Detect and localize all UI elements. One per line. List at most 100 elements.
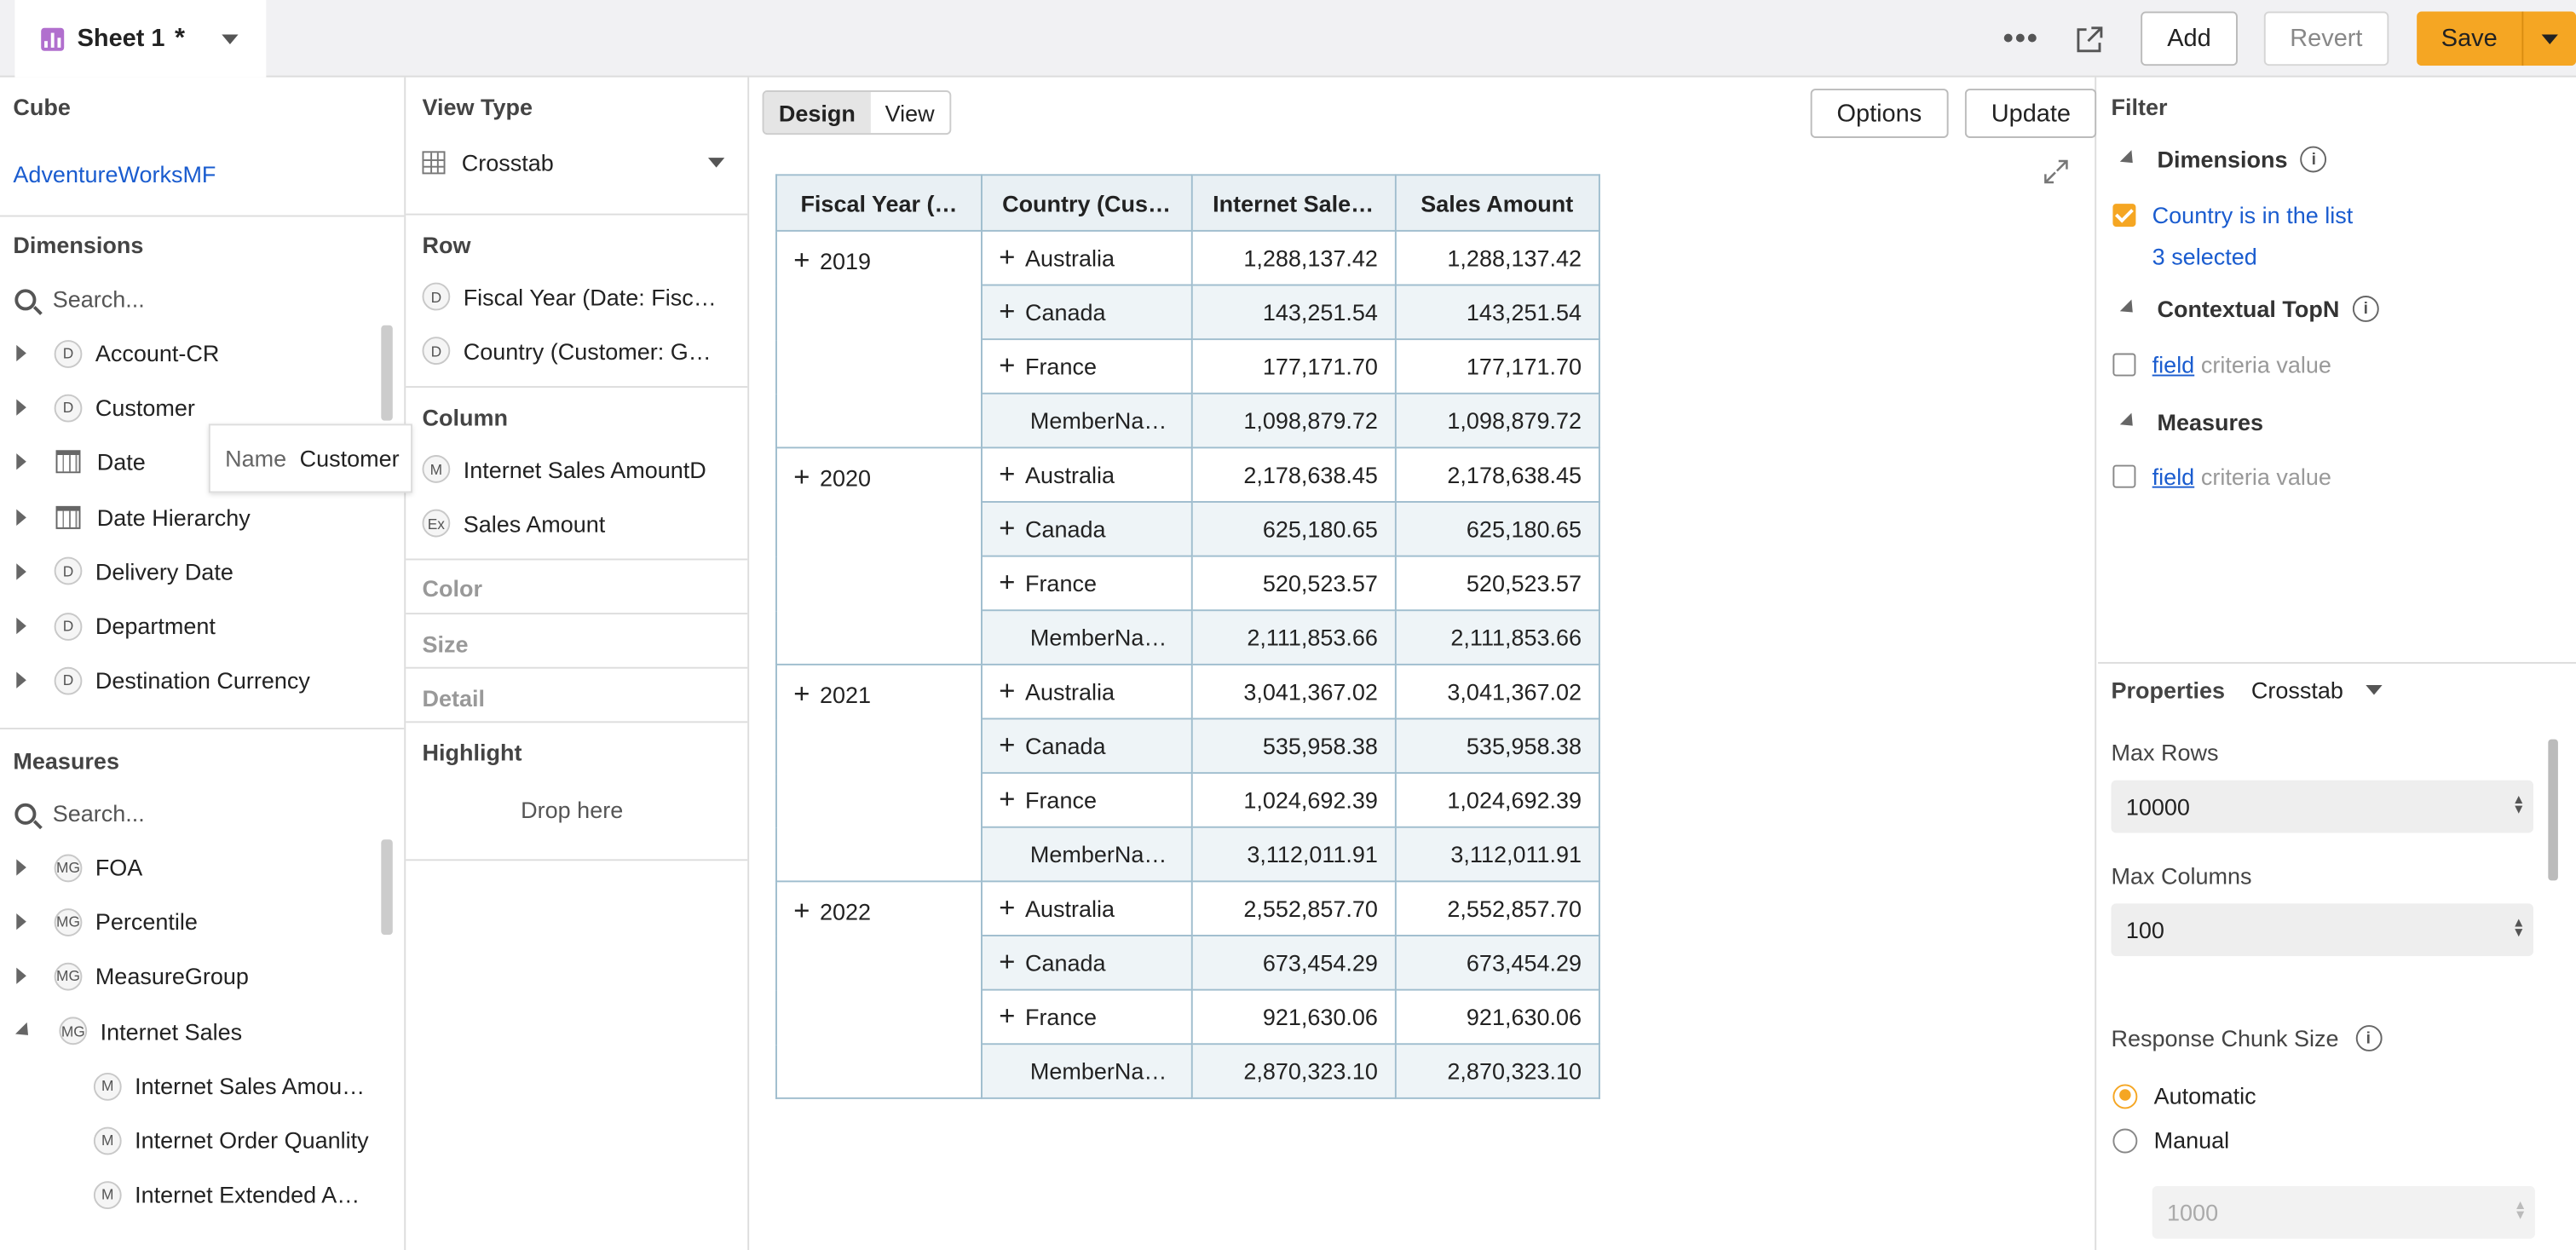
expand-arrow-icon[interactable]: [16, 344, 26, 362]
year-cell[interactable]: +2019: [775, 229, 983, 449]
tree-item[interactable]: D Account-CR: [16, 337, 219, 370]
expand-arrow-icon[interactable]: [16, 562, 26, 580]
detail-shelf[interactable]: Detail: [422, 684, 486, 711]
expand-plus-icon[interactable]: +: [793, 678, 810, 710]
expand-plus-icon[interactable]: +: [999, 296, 1016, 327]
expand-arrow-icon[interactable]: [16, 859, 26, 876]
country-cell[interactable]: + France: [981, 988, 1193, 1046]
country-cell[interactable]: + Australia: [981, 229, 1193, 286]
expand-arrow-icon[interactable]: [16, 617, 26, 635]
expand-plus-icon[interactable]: +: [793, 461, 810, 493]
field-link[interactable]: field: [2152, 463, 2195, 490]
expand-plus-icon[interactable]: +: [999, 675, 1016, 707]
radio-manual[interactable]: Manual: [2112, 1127, 2229, 1153]
info-icon[interactable]: i: [2300, 146, 2327, 173]
country-cell[interactable]: + Australia: [981, 880, 1193, 936]
measures-filter-section[interactable]: Measures: [2119, 409, 2263, 435]
tree-item[interactable]: M Internet Extended A…: [93, 1178, 360, 1212]
tree-item[interactable]: MG Internet Sales: [15, 1015, 242, 1048]
update-button[interactable]: Update: [1964, 89, 2097, 138]
tab-design[interactable]: Design: [764, 91, 871, 134]
shelf-pill[interactable]: D Fiscal Year (Date: Fisc…: [422, 282, 717, 311]
max-rows-input[interactable]: 10000 ▲ ▼: [2111, 780, 2533, 833]
max-columns-input[interactable]: 100 ▲ ▼: [2111, 903, 2533, 957]
view-type-select[interactable]: Crosstab: [422, 149, 734, 176]
selected-count[interactable]: 3 selected: [2152, 243, 2257, 270]
cube-name-link[interactable]: AdventureWorksMF: [13, 160, 216, 187]
column-header-country[interactable]: Country (Cus…: [981, 174, 1193, 232]
column-header-fiscal-year[interactable]: Fiscal Year (…: [775, 174, 983, 232]
add-button[interactable]: Add: [2141, 11, 2238, 66]
size-shelf[interactable]: Size: [422, 631, 469, 658]
tree-item[interactable]: Date: [16, 446, 146, 479]
info-icon[interactable]: i: [2354, 1025, 2382, 1051]
tree-item[interactable]: D Customer: [16, 391, 195, 424]
expand-plus-icon[interactable]: +: [999, 946, 1016, 978]
expand-plus-icon[interactable]: +: [999, 729, 1016, 761]
measures-search[interactable]: Search...: [14, 800, 145, 827]
info-icon[interactable]: i: [2352, 296, 2379, 322]
expand-plus-icon[interactable]: +: [999, 891, 1016, 924]
expand-arrow-icon[interactable]: [16, 508, 26, 526]
expand-arrow-icon[interactable]: [16, 671, 26, 689]
topn-section[interactable]: Contextual TopN i: [2119, 296, 2379, 322]
tree-item[interactable]: D Department: [16, 609, 216, 642]
country-cell[interactable]: + France: [981, 338, 1193, 395]
properties-scrollbar[interactable]: [2548, 739, 2558, 881]
tree-item[interactable]: Date Hierarchy: [16, 500, 251, 533]
checkbox-icon[interactable]: [2112, 464, 2136, 488]
tab-view[interactable]: View: [885, 99, 935, 126]
color-shelf[interactable]: Color: [422, 574, 482, 602]
country-cell[interactable]: + Canada: [981, 935, 1193, 991]
properties-type-select[interactable]: Crosstab: [2251, 677, 2383, 703]
drop-zone[interactable]: Drop here: [521, 797, 624, 823]
spinner-icon[interactable]: ▲ ▼: [2512, 914, 2526, 940]
expand-plus-icon[interactable]: +: [999, 349, 1016, 382]
column-header-sales-amount[interactable]: Sales Amount: [1394, 174, 1600, 232]
expand-plus-icon[interactable]: +: [793, 245, 810, 276]
expand-plus-icon[interactable]: +: [999, 1000, 1016, 1032]
tree-item[interactable]: MG MeasureGroup: [16, 960, 249, 994]
expand-plus-icon[interactable]: +: [999, 567, 1016, 598]
country-cell[interactable]: + Australia: [981, 446, 1193, 503]
year-cell[interactable]: +2020: [775, 446, 983, 665]
chevron-down-icon[interactable]: [221, 33, 238, 44]
measure-scrollbar[interactable]: [381, 839, 393, 936]
export-icon[interactable]: [2075, 24, 2105, 54]
country-cell[interactable]: MemberNa…: [981, 1043, 1193, 1099]
collapse-arrow-icon[interactable]: [15, 1022, 34, 1040]
tree-item[interactable]: M Internet Sales Amou…: [93, 1069, 365, 1103]
tree-item[interactable]: MG Percentile: [16, 906, 198, 939]
expand-plus-icon[interactable]: +: [999, 458, 1016, 490]
column-header-internet-sales[interactable]: Internet Sale…: [1190, 174, 1397, 232]
revert-button[interactable]: Revert: [2263, 11, 2389, 66]
sheet-tab[interactable]: Sheet 1 *: [14, 0, 267, 78]
shelf-pill[interactable]: D Country (Customer: G…: [422, 337, 712, 366]
year-cell[interactable]: +2022: [775, 880, 983, 1099]
country-filter-label[interactable]: Country is in the list: [2152, 202, 2354, 228]
tree-item[interactable]: D Delivery Date: [16, 555, 233, 588]
chunk-size-input[interactable]: 1000 ▲ ▼: [2152, 1186, 2535, 1239]
country-cell[interactable]: + France: [981, 555, 1193, 612]
checkbox-checked-icon[interactable]: [2112, 204, 2136, 228]
expand-arrow-icon[interactable]: [16, 913, 26, 930]
country-filter[interactable]: Country is in the list: [2112, 202, 2353, 228]
tree-item[interactable]: D Destination Currency: [16, 664, 310, 697]
country-cell[interactable]: MemberNa…: [981, 826, 1193, 883]
radio-automatic[interactable]: Automatic: [2112, 1083, 2256, 1109]
checkbox-icon[interactable]: [2112, 353, 2136, 377]
country-cell[interactable]: + Canada: [981, 501, 1193, 557]
shelf-pill[interactable]: M Internet Sales AmountD: [422, 455, 706, 483]
dimensions-search[interactable]: Search...: [14, 285, 145, 312]
expand-plus-icon[interactable]: +: [999, 783, 1016, 815]
expand-arrow-icon[interactable]: [16, 453, 26, 471]
field-link[interactable]: field: [2152, 351, 2195, 378]
save-button[interactable]: Save: [2417, 11, 2524, 66]
expand-arrow-icon[interactable]: [16, 399, 26, 417]
country-cell[interactable]: + Canada: [981, 717, 1193, 775]
country-cell[interactable]: MemberNa…: [981, 392, 1193, 449]
country-cell[interactable]: + Canada: [981, 284, 1193, 341]
year-cell[interactable]: +2021: [775, 663, 983, 883]
save-menu-button[interactable]: [2523, 11, 2576, 66]
more-options-icon[interactable]: •••: [2003, 21, 2039, 55]
